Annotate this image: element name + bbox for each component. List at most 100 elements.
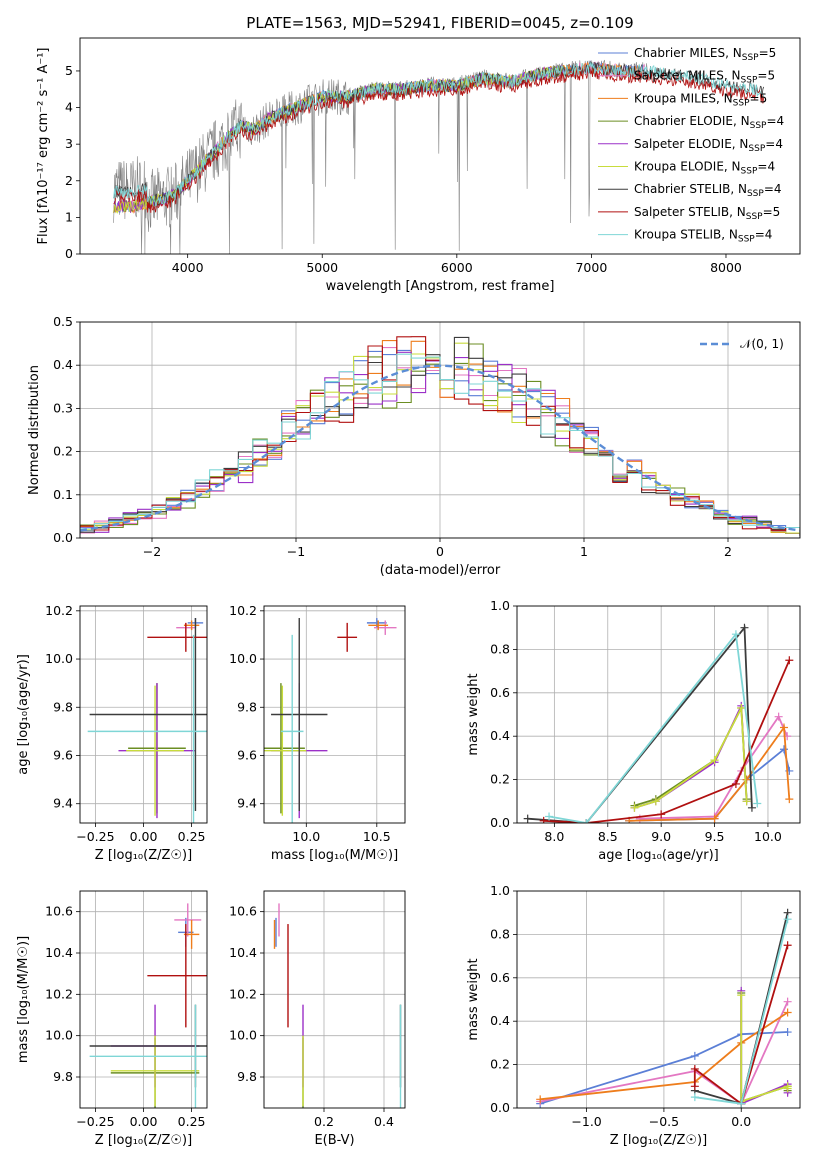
y-tick-label: 4 [65, 100, 73, 115]
x-tick-label: 4000 [172, 260, 204, 275]
x-tick-label: 7000 [575, 260, 607, 275]
plot-area [80, 322, 800, 538]
panel-mass_vs_ebv: 0.2 0.4 9.8 10.0 10.2 10.4 10.6 E(B-V) [229, 890, 406, 1148]
y-tick-label: 0.6 [490, 685, 510, 700]
histogram-kroupa_stelib [80, 353, 800, 536]
axes-frame [79, 37, 801, 255]
legend-label-kroupa_miles: Kroupa MILES, NSSP=5 [634, 91, 767, 108]
y-tick-label: 3 [65, 136, 73, 151]
y-axis-label: Normed distribution [27, 365, 42, 495]
legend-label-kroupa_stelib: Kroupa STELIB, NSSP=4 [634, 228, 772, 245]
series-line-kroupa_elodie [634, 704, 748, 809]
x-axis-label: Z [log₁₀(Z/Z☉)] [610, 1133, 707, 1148]
y-tick-label: 5 [65, 63, 73, 78]
series-marker-kroupa_miles [742, 775, 751, 784]
legend-subscript: SSP [742, 53, 759, 63]
x-tick-label: −2 [143, 544, 161, 559]
series-marker-chabrier_stelib [523, 814, 532, 823]
y-tick-label: 10.4 [45, 945, 73, 960]
y-tick-label: 0.0 [490, 1100, 510, 1115]
series-marker-kroupa_stelib [545, 812, 554, 821]
y-tick-label: 0.2 [53, 444, 73, 459]
axes-frame [263, 605, 406, 824]
y-tick-label: 10.2 [229, 986, 257, 1001]
y-tick-label: 9.4 [237, 796, 257, 811]
series-marker-salpeter_stelib [539, 816, 548, 823]
series-marker-kroupa_stelib [783, 915, 792, 924]
legend-suffix: =5 [759, 46, 777, 60]
y-tick-label: 10.6 [229, 904, 257, 919]
y-tick-label: 10.0 [229, 651, 257, 666]
series-line-chabrier_miles [539, 1031, 788, 1105]
y-axis-label: mass weight [466, 958, 481, 1040]
y-tick-label: 10.0 [45, 1028, 73, 1043]
legend-text: Chabrier ELODIE, N [634, 114, 750, 128]
x-tick-label: 6000 [441, 260, 473, 275]
axes-frame [79, 605, 208, 824]
legend-text: Salpeter MILES, N [634, 69, 741, 83]
series-marker-kroupa_miles [536, 1095, 545, 1104]
series-marker-kroupa_elodie [710, 756, 719, 765]
series-line-salpeter_stelib [543, 659, 791, 823]
series-marker-chabrier_miles [783, 1028, 792, 1037]
legend-label-chabrier_elodie: Chabrier ELODIE, NSSP=4 [634, 114, 784, 131]
x-axis-label: Z [log₁₀(Z/Z☉)] [95, 1133, 192, 1148]
legend-subscript: SSP [748, 144, 765, 154]
series-marker-kroupa_miles [710, 814, 719, 823]
series-marker-kroupa_stelib [582, 819, 591, 823]
legend-label-salpeter_stelib: Salpeter STELIB, NSSP=5 [634, 205, 780, 222]
axes-frame [516, 605, 801, 824]
x-tick-label: −0.25 [76, 1114, 114, 1129]
y-tick-label: 0 [65, 246, 73, 261]
x-axis-label: E(B-V) [314, 1133, 354, 1148]
y-tick-label: 0.6 [490, 970, 510, 985]
y-tick-label: 10.0 [229, 1028, 257, 1043]
panel-residuals: −2 −1 0 1 2 0.0 0.1 0.2 0.3 0.4 0.5 (data-model)/er… [27, 314, 801, 578]
series-line-chabrier_miles [629, 747, 791, 822]
legend-label-salpeter_miles: Salpeter MILES, NSSP=5 [634, 69, 775, 86]
legend-text: Kroupa ELODIE, N [634, 160, 741, 174]
legend-label-normal: 𝒩(0, 1) [740, 337, 784, 351]
y-tick-label: 1 [65, 209, 73, 224]
legend-suffix: =4 [757, 160, 775, 174]
x-tick-label: 0.2 [314, 1114, 334, 1129]
model-line-salpeter_stelib [113, 66, 765, 213]
plot-area [517, 891, 800, 1108]
y-tick-label: 10.6 [45, 904, 73, 919]
x-tick-label: 0.0 [731, 1114, 751, 1129]
y-tick-label: 9.6 [237, 747, 257, 762]
series-marker-chabrier_miles [779, 745, 788, 754]
series-marker-salpeter_stelib [785, 656, 794, 665]
y-tick-label: 1.0 [490, 883, 510, 898]
y-tick-label: 0.4 [490, 1013, 510, 1028]
legend-subscript: SSP [750, 121, 767, 131]
plot-area [264, 891, 405, 1108]
axes-frame [79, 321, 801, 539]
series-marker-kroupa_stelib [737, 1099, 746, 1108]
x-tick-label: 10.0 [754, 829, 782, 844]
y-axis-label: mass [log₁₀(M/M☉)] [16, 936, 31, 1063]
y-tick-label: 10.2 [45, 986, 73, 1001]
series-marker-salpeter_stelib [690, 1082, 699, 1091]
series-marker-kroupa_stelib [753, 799, 762, 808]
legend-text: Salpeter STELIB, N [634, 205, 746, 219]
y-tick-label: 0.8 [490, 641, 510, 656]
axes-frame [79, 890, 208, 1109]
series-marker-chabrier_stelib [740, 623, 749, 632]
y-tick-label: 9.8 [237, 1069, 257, 1084]
y-tick-label: 9.4 [53, 796, 73, 811]
y-tick-label: 0.8 [490, 926, 510, 941]
legend-text: Chabrier MILES, N [634, 46, 742, 60]
series-marker-kroupa_elodie [630, 803, 639, 812]
y-tick-label: 0.3 [53, 400, 73, 415]
plot-area [80, 606, 207, 823]
series-marker-salpeter_miles [774, 712, 783, 721]
x-tick-label: 0.25 [178, 1114, 206, 1129]
series-marker-chabrier_stelib [747, 803, 756, 812]
legend-text: Chabrier STELIB, N [634, 182, 747, 196]
panel-mass_weight_vs_Z: −1.0 −0.5 0.0 0.0 0.2 0.4 0.6 0.8 1.0 Z [log₁₀(Z/… [466, 883, 801, 1148]
y-tick-label: 0.2 [490, 1057, 510, 1072]
x-tick-label: 2 [724, 544, 732, 559]
axes-frame [516, 890, 801, 1109]
